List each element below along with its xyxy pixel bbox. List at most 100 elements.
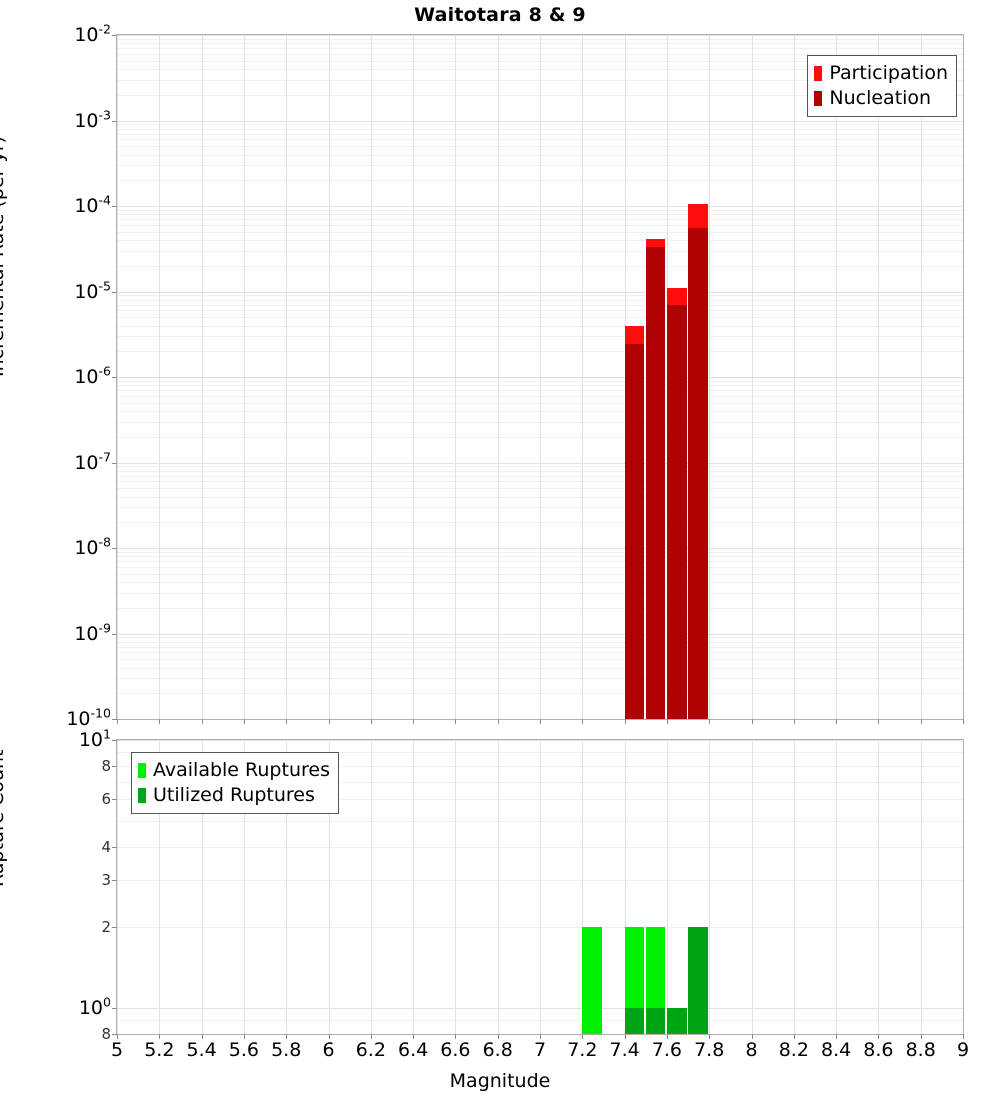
x-axis-tick-mark (920, 719, 922, 724)
y-axis-tick-label: 10-10 (66, 705, 111, 730)
x-axis-tick-label: 7 (533, 1039, 547, 1061)
grid-line-vertical (117, 740, 118, 1034)
y-axis-tick-label: 6 (101, 790, 111, 809)
y-axis-tick-mark (112, 1034, 117, 1035)
y-axis-tick-label: 10-9 (74, 620, 111, 645)
x-axis-tick-mark (117, 719, 118, 724)
grid-line-vertical (201, 35, 203, 719)
y-axis-tick-mark (112, 1008, 117, 1010)
y-axis-tick-label: 10-6 (74, 363, 111, 388)
bar-available-ruptures (582, 927, 602, 1034)
x-axis-tick-label: 7.2 (567, 1039, 598, 1061)
grid-line-vertical (413, 35, 415, 719)
y-axis-tick-mark (112, 719, 117, 720)
x-axis-tick-mark (878, 719, 880, 724)
x-axis-tick-mark (328, 1034, 330, 1039)
grid-line-vertical (455, 35, 457, 719)
x-axis-tick-label: 7.6 (651, 1039, 682, 1061)
legend-item-nucleation: Nucleation (814, 86, 948, 111)
legend-item-participation: Participation (814, 61, 948, 86)
legend-swatch-utilized-ruptures (138, 788, 146, 803)
grid-line-vertical (243, 740, 245, 1034)
grid-line-vertical (497, 740, 499, 1034)
y-axis-tick-mark (112, 880, 117, 882)
grid-line-vertical (793, 35, 795, 719)
x-axis-label-magnitude: Magnitude (449, 1070, 551, 1092)
y-axis-tick-label: 100 (78, 994, 111, 1020)
y-axis-tick-label: 8 (101, 1025, 111, 1043)
x-axis-tick-mark (413, 1034, 415, 1039)
x-axis-tick-mark (963, 1034, 964, 1039)
x-axis-tick-mark (751, 1034, 753, 1039)
x-axis-tick-label: 8 (745, 1039, 758, 1061)
legend-label-available-ruptures: Available Ruptures (153, 759, 330, 781)
grid-line-vertical (413, 740, 415, 1034)
y-axis-tick-mark (112, 799, 117, 801)
x-axis-tick-mark (793, 1034, 795, 1039)
grid-line-vertical (328, 35, 330, 719)
bar-available-ruptures (645, 927, 666, 1034)
grid-line-vertical (117, 35, 118, 719)
grid-line-vertical (666, 740, 668, 1034)
y-axis-tick-mark (112, 740, 117, 741)
x-axis-tick-mark (836, 719, 838, 724)
legend-label-utilized-ruptures: Utilized Ruptures (153, 784, 315, 806)
grid-line-vertical (201, 740, 203, 1034)
x-axis-tick-label: 6.6 (440, 1039, 471, 1061)
y-axis-tick-mark (112, 377, 117, 378)
x-axis-tick-label: 8.8 (905, 1039, 936, 1061)
y-axis-tick-mark (112, 548, 117, 549)
x-axis-tick-label: 5.2 (144, 1039, 175, 1061)
bar-nucleation (688, 227, 708, 719)
page-title: Waitotara 8 & 9 (414, 4, 586, 26)
grid-line-vertical (836, 35, 838, 719)
bar-nucleation (624, 344, 645, 719)
x-axis-tick-mark (540, 1034, 541, 1039)
x-axis-tick-mark (286, 719, 288, 724)
y-axis-tick-label: 3 (101, 871, 111, 890)
x-axis-tick-mark (201, 719, 203, 724)
grid-line-vertical (455, 740, 457, 1034)
incremental-rate-plot-area: Participation Nucleation 10-2 10-3 10-4 10-… (66, 23, 964, 730)
grid-line-vertical (751, 740, 753, 1034)
y-axis-tick-mark (112, 462, 117, 464)
grid-line-vertical (836, 740, 838, 1034)
x-axis-tick-mark (878, 1034, 880, 1039)
grid-line-vertical (370, 740, 372, 1034)
x-axis-tick-mark (582, 1034, 584, 1039)
grid-line-vertical (920, 35, 922, 719)
grid-line-vertical (497, 35, 499, 719)
x-axis-tick-mark (624, 1034, 626, 1039)
x-axis-tick-mark (793, 719, 795, 724)
y-axis-tick-mark (112, 291, 117, 293)
x-axis-tick-mark (709, 1034, 711, 1039)
x-axis-tick-mark (201, 1034, 203, 1039)
legend-item-utilized-ruptures: Utilized Ruptures (138, 783, 330, 808)
x-axis-tick-label: 5.6 (228, 1039, 259, 1061)
x-axis-tick-mark (963, 719, 964, 724)
legend-incremental-rate: Participation Nucleation (807, 55, 957, 117)
y-axis-tick-label: 10-3 (74, 107, 111, 132)
x-axis-tick-mark (497, 1034, 499, 1039)
y-axis-tick-label: 10-4 (74, 192, 111, 217)
x-axis-tick-label: 8.4 (820, 1039, 852, 1061)
grid-line-vertical (540, 740, 541, 1034)
grid-line-vertical (709, 740, 711, 1034)
legend-rupture-count: Available Ruptures Utilized Ruptures (131, 752, 339, 814)
x-axis-tick-mark (243, 1034, 245, 1039)
x-axis-tick-mark (370, 719, 372, 724)
x-axis-tick-mark (159, 719, 161, 724)
x-axis-tick-label: 7.8 (694, 1039, 725, 1061)
y-axis-tick-label: 10-8 (74, 534, 111, 559)
legend-swatch-available-ruptures (138, 763, 146, 778)
legend-swatch-participation (814, 66, 823, 81)
y-axis-tick-mark (112, 633, 117, 635)
legend-label-participation: Participation (829, 62, 948, 84)
x-axis-tick-mark (666, 719, 668, 724)
y-axis-tick-mark (112, 120, 117, 122)
grid-line-vertical (751, 35, 753, 719)
x-axis-tick-mark (328, 719, 330, 724)
x-axis-tick-label: 6 (322, 1039, 335, 1061)
grid-line-vertical (582, 740, 584, 1034)
bar-nucleation (645, 247, 666, 719)
